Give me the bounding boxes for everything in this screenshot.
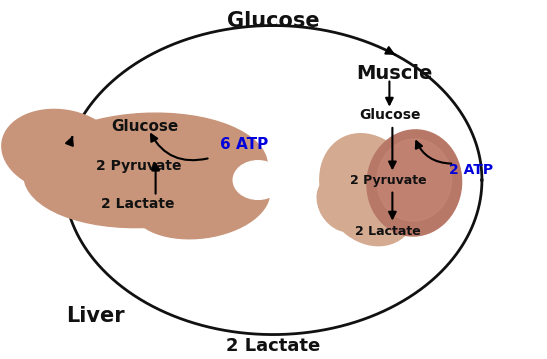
Text: Glucose: Glucose [359, 108, 421, 122]
Ellipse shape [320, 134, 419, 246]
Ellipse shape [367, 130, 462, 236]
Ellipse shape [24, 113, 267, 228]
Ellipse shape [377, 139, 452, 221]
Text: Glucose: Glucose [111, 120, 178, 134]
Ellipse shape [2, 109, 120, 193]
Text: Muscle: Muscle [356, 64, 433, 83]
Ellipse shape [131, 160, 270, 239]
Text: 6 ATP: 6 ATP [220, 137, 269, 152]
Text: 2 Lactate: 2 Lactate [354, 225, 420, 238]
Text: 2 Pyruvate: 2 Pyruvate [96, 159, 182, 173]
Text: Liver: Liver [67, 306, 125, 326]
Text: 2 Lactate: 2 Lactate [101, 197, 174, 211]
Text: Glucose: Glucose [226, 11, 319, 31]
Text: 2 ATP: 2 ATP [449, 163, 493, 177]
Ellipse shape [317, 177, 366, 232]
Text: 2 Lactate: 2 Lactate [226, 337, 320, 355]
Text: 2 Pyruvate: 2 Pyruvate [350, 173, 426, 187]
Ellipse shape [233, 161, 283, 199]
